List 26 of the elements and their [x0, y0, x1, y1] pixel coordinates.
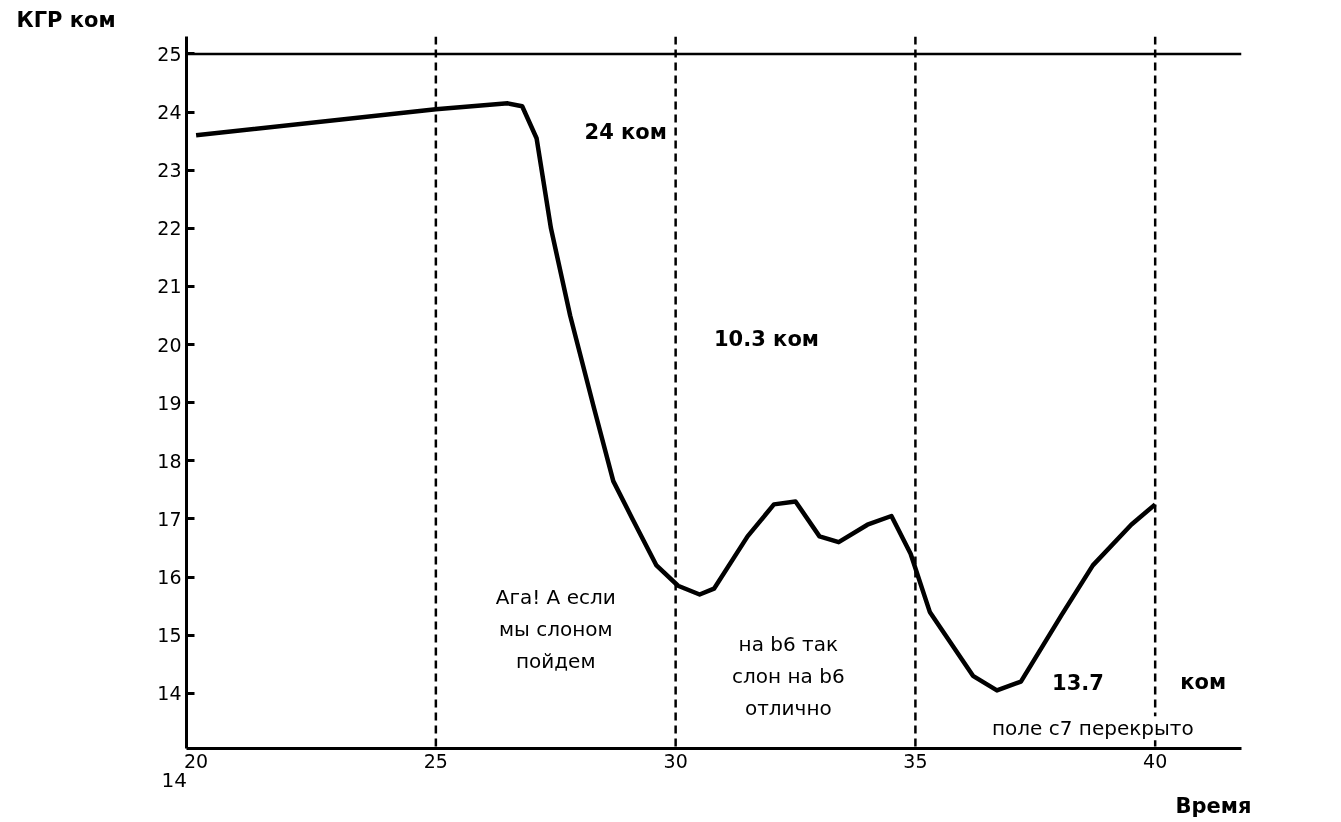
y-tick-label: 15 — [157, 624, 182, 647]
annotation: поле c7 перекрыто — [992, 716, 1194, 741]
y-tick-label: 23 — [157, 159, 182, 182]
x-tick-label: 25 — [423, 749, 448, 772]
y-tick-label: 14 — [157, 682, 182, 705]
y-tick-label: 17 — [157, 507, 182, 530]
x-tick-label: 30 — [663, 749, 688, 772]
y-axis-title: КГР ком — [16, 7, 116, 32]
x-axis-title: Время — [1175, 793, 1252, 818]
annotation: Ага! А если мы слоном пойдем — [495, 585, 616, 674]
y-tick-label: 18 — [157, 449, 182, 472]
x-tick-label: 40 — [1143, 749, 1168, 772]
y-tick-label: 21 — [157, 275, 182, 298]
y-tick-label: 22 — [157, 217, 182, 240]
annotation: ком — [1180, 669, 1227, 694]
annotation: 24 ком — [584, 120, 667, 145]
y-tick-label: 19 — [157, 391, 182, 414]
annotation: 13.7 — [1052, 670, 1104, 695]
y-tick-label: 24 — [157, 101, 182, 124]
y-tick-label: 16 — [157, 566, 182, 589]
annotation: на b6 так слон на b6 отлично — [732, 631, 845, 720]
x-tick-label: 20 — [184, 749, 209, 772]
x-tick-label: 35 — [903, 749, 928, 772]
y-tick-label: 25 — [157, 42, 182, 65]
annotation: 10.3 ком — [714, 326, 819, 351]
y-tick-label: 20 — [157, 333, 182, 356]
